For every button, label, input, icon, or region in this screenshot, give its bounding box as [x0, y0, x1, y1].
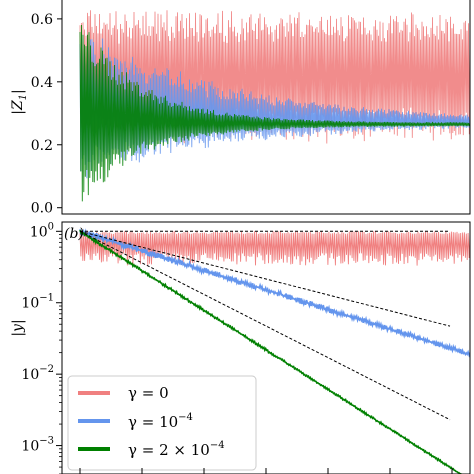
y-tick-label: 100	[30, 221, 54, 240]
panel-b-y-axis-label: |y|	[10, 319, 26, 336]
y-tick-label: 10−3	[21, 436, 54, 455]
panel-b-series-2	[79, 229, 463, 474]
panel-a-y-axis-label: |Z1|	[10, 89, 29, 115]
y-tick-label: 0.6	[31, 12, 53, 28]
y-tick-label: 0.4	[31, 75, 53, 91]
panel-a-series-2	[79, 24, 470, 202]
panel-b-series-1	[79, 228, 470, 358]
legend: γ = 0 γ = 10−4 γ = 2 × 10−4	[67, 375, 257, 471]
y-tick-label: 10−1	[21, 293, 54, 312]
panel-b-y-ticks: 100 10−1 10−2 10−3	[21, 221, 62, 474]
y-tick-label: 0.0	[31, 201, 53, 217]
panel-b-series-0	[79, 231, 470, 266]
reference-line-1	[79, 230, 451, 327]
panel-a-y-ticks: 0.0 0.2 0.4 0.6	[31, 12, 62, 217]
y-tick-label: 10−2	[21, 364, 54, 383]
panel-a-frame	[61, 0, 471, 215]
legend-label-gamma-0: γ = 0	[128, 384, 169, 402]
y-tick-label: 0.2	[31, 138, 53, 154]
panel-b-frame	[61, 221, 471, 474]
panel-a-series-group	[79, 10, 470, 202]
panel-b-series-group	[79, 228, 470, 474]
x-axis-tick-marks	[79, 468, 453, 474]
legend-label-gamma-2e-4: γ = 2 × 10−4	[128, 440, 225, 459]
panel-b: 100 10−1 10−2 10−3 (b) |y| γ = 0 γ = 10−4 γ…	[10, 221, 471, 474]
legend-label-gamma-1e-4: γ = 10−4	[128, 412, 193, 431]
reference-line-2	[79, 230, 451, 421]
panel-a: 0.0 0.2 0.4 0.6 |Z1|	[10, 0, 471, 217]
legend-box	[67, 375, 257, 471]
panel-b-tag: (b)	[64, 226, 84, 242]
